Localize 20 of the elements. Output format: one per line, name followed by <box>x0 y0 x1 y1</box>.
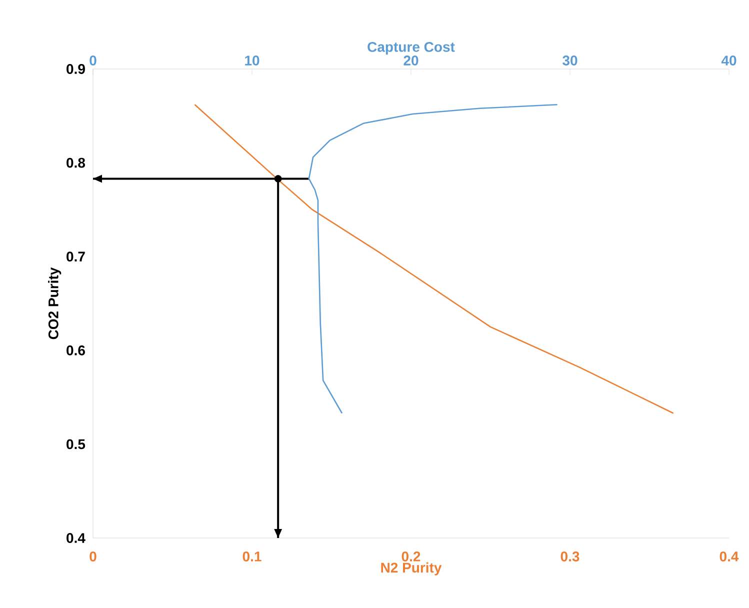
x2-tick-label: 40 <box>721 56 736 66</box>
y-tick-label: 0.8 <box>66 158 86 168</box>
x2-tick-label: 30 <box>562 56 578 66</box>
x-tick-label: 0.2 <box>402 552 420 562</box>
y-tick-label: 0.6 <box>66 345 85 356</box>
x-axis-title: N2 Purity <box>381 562 442 576</box>
x2-tick-label: 20 <box>404 56 418 66</box>
y-tick-label: 0.9 <box>66 64 85 74</box>
line-series <box>194 104 674 414</box>
x-tick-label: 0.1 <box>242 552 262 562</box>
y-tick-label: 0.4 <box>66 533 86 543</box>
x2-axis-title: Capture Cost <box>368 42 455 55</box>
y-tick-label: 0.7 <box>66 252 85 262</box>
y-axis-title: CO2 Purity <box>48 267 62 340</box>
x-tick-label: 0 <box>90 552 96 562</box>
y-tick-label: 0.5 <box>66 439 86 450</box>
x-tick-label: 0.4 <box>720 552 739 562</box>
x2-tick-label: 0 <box>90 56 96 66</box>
x-tick-label: 0.3 <box>560 552 580 562</box>
x2-tick-label: 10 <box>245 56 260 66</box>
